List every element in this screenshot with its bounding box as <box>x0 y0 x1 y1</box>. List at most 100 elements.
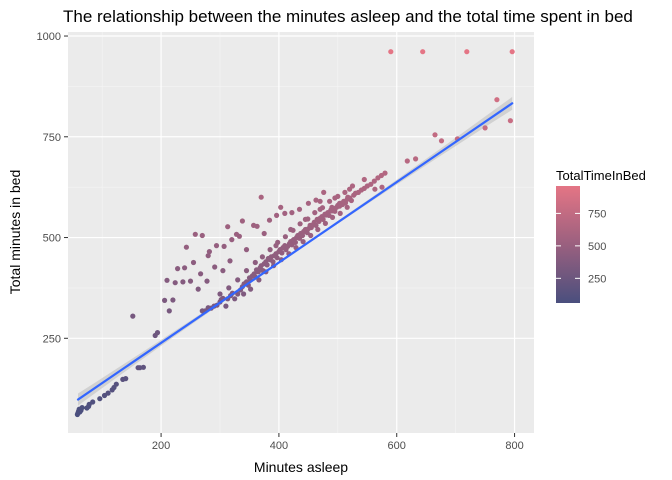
data-point <box>379 184 385 190</box>
data-point <box>507 118 513 124</box>
data-point <box>243 268 250 274</box>
data-point <box>254 223 260 229</box>
data-point <box>256 277 262 283</box>
data-point <box>278 204 284 210</box>
legend-break-label: 750 <box>588 208 606 220</box>
data-point <box>162 297 168 303</box>
legend-colorbar <box>556 186 580 303</box>
y-tick-label: 500 <box>43 233 61 245</box>
data-point <box>97 396 103 402</box>
data-point <box>300 239 306 245</box>
data-point <box>313 197 319 203</box>
data-point <box>264 262 270 268</box>
data-point <box>225 224 231 230</box>
data-point <box>183 244 189 250</box>
data-point <box>297 221 303 227</box>
data-point <box>273 243 279 249</box>
data-point <box>413 156 419 162</box>
data-point <box>213 243 220 249</box>
data-point <box>226 285 232 291</box>
data-point <box>404 158 410 164</box>
data-point <box>252 259 258 266</box>
data-point <box>312 210 318 216</box>
data-point <box>464 49 470 55</box>
data-point <box>321 189 327 195</box>
data-point <box>267 247 273 253</box>
data-point <box>292 239 298 245</box>
data-point <box>494 97 500 103</box>
trend-line <box>76 102 514 401</box>
data-point <box>266 217 273 223</box>
data-point <box>313 222 319 228</box>
data-point <box>227 258 233 264</box>
data-point <box>342 189 348 195</box>
data-point <box>258 194 264 200</box>
data-point <box>289 210 295 216</box>
data-point <box>282 210 288 216</box>
data-point <box>337 210 343 216</box>
data-point <box>327 198 333 204</box>
data-point <box>270 259 276 265</box>
y-axis-title: Total minutes in bed <box>7 170 23 295</box>
data-point <box>347 186 353 192</box>
x-tick-label: 400 <box>270 440 288 452</box>
data-point <box>322 220 328 226</box>
legend-title: TotalTimeInBed <box>556 168 646 183</box>
data-point <box>371 178 377 184</box>
data-point <box>239 218 245 224</box>
data-point <box>198 271 204 277</box>
legend-break-label: 500 <box>588 241 606 253</box>
chart-title: The relationship between the minutes asl… <box>63 7 633 26</box>
x-tick-label: 800 <box>505 440 523 452</box>
data-point <box>190 259 197 266</box>
data-point <box>317 206 323 212</box>
data-point <box>140 364 146 370</box>
data-point <box>332 208 338 214</box>
data-point <box>438 138 445 144</box>
data-point <box>187 278 194 284</box>
data-point <box>166 308 172 314</box>
data-point <box>236 233 242 239</box>
data-point <box>235 277 241 283</box>
data-point <box>509 49 515 55</box>
data-point <box>274 255 280 261</box>
legend-break-label: 250 <box>588 273 606 285</box>
data-point <box>348 197 354 204</box>
data-point <box>332 195 338 201</box>
data-point <box>329 214 336 220</box>
data-point <box>204 278 210 284</box>
data-point <box>299 232 306 239</box>
data-point <box>199 232 205 239</box>
y-tick-label: 250 <box>43 333 61 345</box>
data-point <box>255 269 261 275</box>
data-point <box>229 237 235 243</box>
scatter-points <box>74 49 515 418</box>
data-point <box>220 268 226 274</box>
data-point <box>130 313 136 319</box>
x-tick-label: 200 <box>152 440 170 452</box>
data-point <box>192 231 198 237</box>
data-point <box>232 296 238 302</box>
data-point <box>304 230 310 236</box>
data-point <box>344 204 350 210</box>
data-point <box>154 330 161 336</box>
data-point <box>79 405 85 411</box>
legend-ticks: 750 500 250 <box>556 208 606 285</box>
data-point <box>113 381 119 387</box>
x-axis-ticks: 200 400 600 800 <box>152 433 524 452</box>
x-axis-title: Minutes asleep <box>254 459 348 475</box>
y-tick-label: 750 <box>43 132 61 144</box>
y-axis-ticks: 250 500 750 1000 <box>37 31 68 345</box>
data-point <box>217 291 223 297</box>
data-point <box>195 286 201 292</box>
data-point <box>164 277 170 283</box>
data-point <box>388 49 394 55</box>
data-point <box>279 250 285 256</box>
data-point <box>274 212 280 218</box>
data-point <box>205 253 211 259</box>
data-point <box>315 226 321 233</box>
data-point <box>282 234 288 240</box>
data-point <box>180 279 186 285</box>
data-point <box>90 399 96 405</box>
